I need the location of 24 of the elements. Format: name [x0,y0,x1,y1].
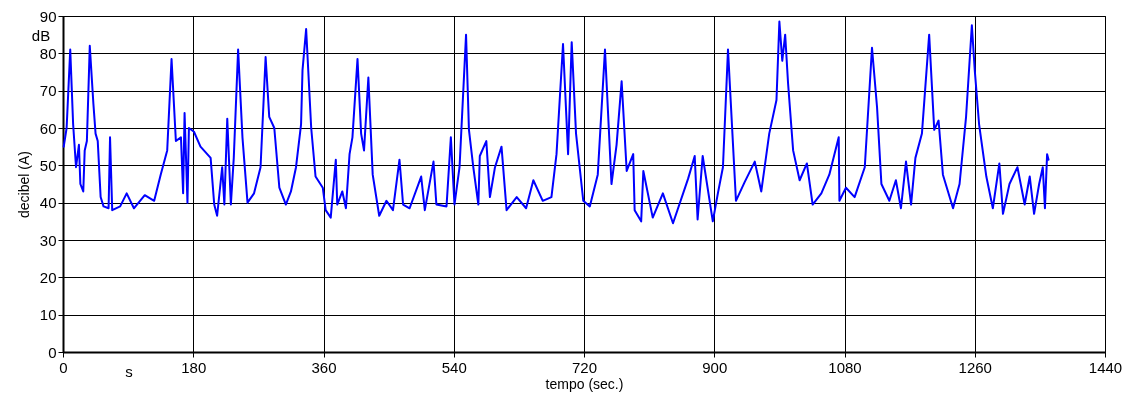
x-axis-title: tempo (sec.) [545,375,624,392]
y-tick-label: 70 [39,82,57,100]
x-tick-label: 360 [311,358,337,376]
y-tick-label: 30 [39,231,57,249]
x-tick-label: 180 [181,358,207,376]
x-tick-label: 1080 [828,358,862,376]
y-tick-label: 50 [39,156,57,174]
y-tick-label: 10 [39,306,57,324]
line-series [62,20,1050,225]
y-tick-label: 0 [48,343,57,361]
x-tick-label: 0 [59,358,68,376]
y-tick-label: 20 [39,268,57,286]
y-axis-title: decibel (A) [15,151,32,218]
y-tick-label: 80 [39,44,57,62]
text: dB [31,27,51,44]
x-tick-label: 900 [702,358,728,376]
y-tick-label: 90 [39,7,57,25]
x-tick-label: 1260 [958,358,992,376]
y-tick-label: 60 [39,119,57,137]
x-tick-label: 1440 [1088,358,1123,376]
y-tick-label: 40 [39,194,57,212]
x-tick-label: 540 [441,358,467,376]
text: s [125,363,133,380]
x-tick-label: 720 [571,358,598,376]
